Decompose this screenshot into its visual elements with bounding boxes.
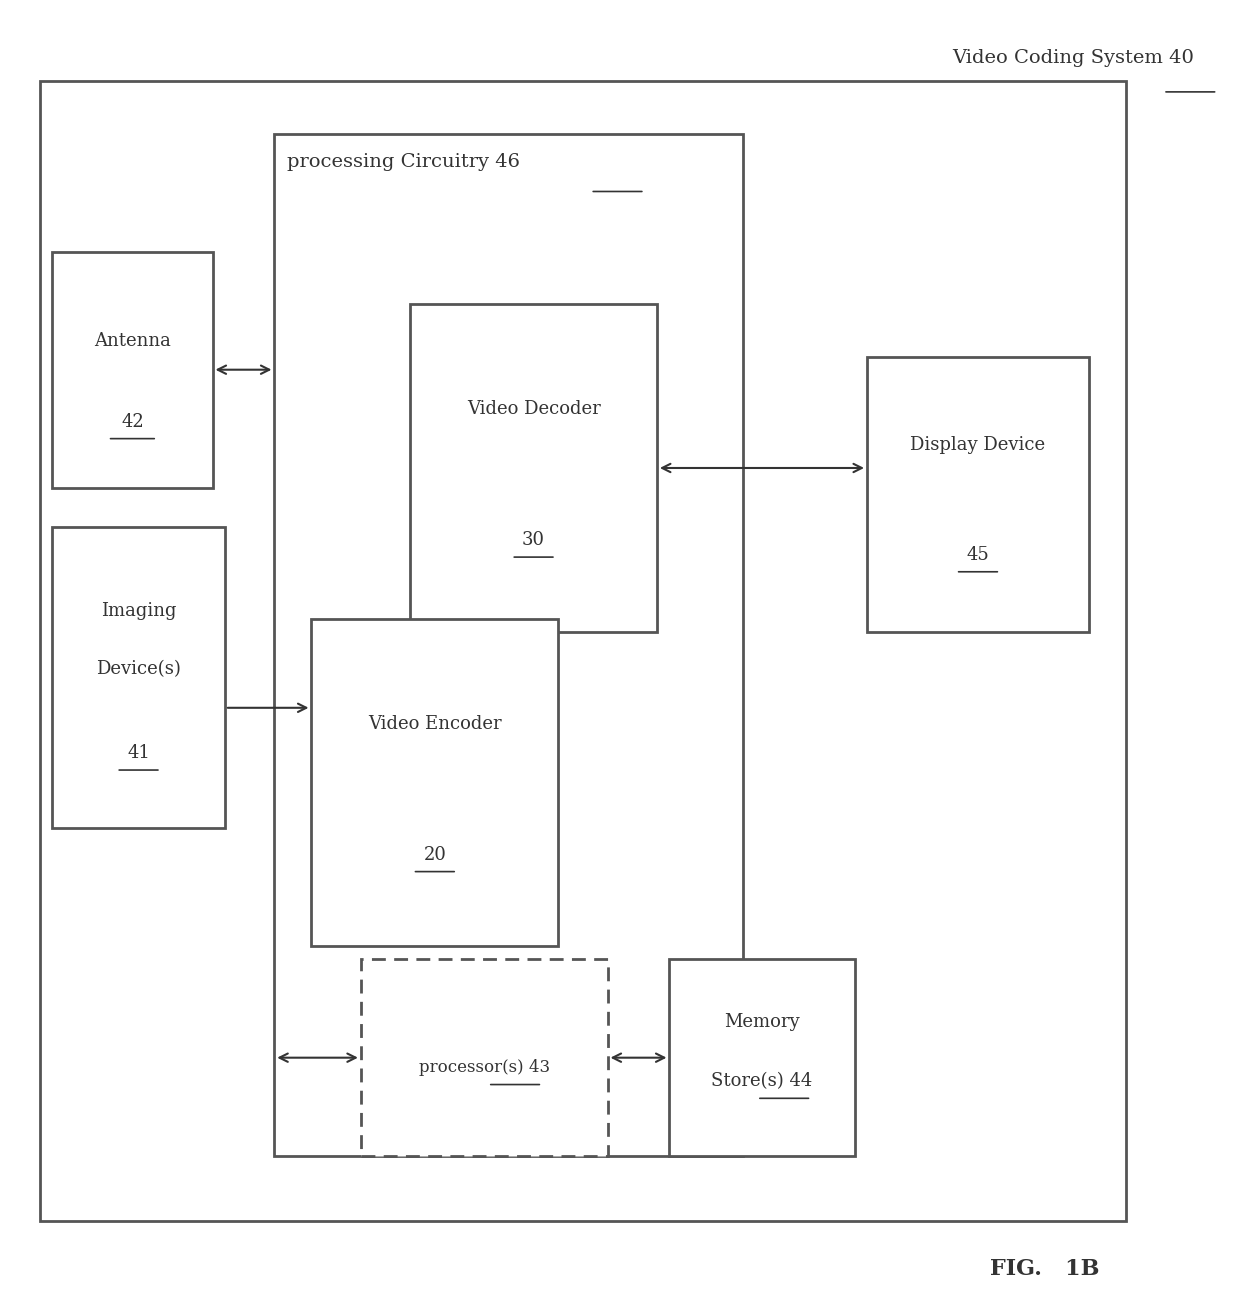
Text: processor(s) 43: processor(s) 43: [419, 1059, 549, 1076]
Text: 42: 42: [122, 413, 144, 430]
Text: 41: 41: [128, 744, 150, 762]
Text: Display Device: Display Device: [910, 436, 1045, 454]
FancyBboxPatch shape: [311, 619, 558, 946]
Text: processing Circuitry 46: processing Circuitry 46: [286, 154, 520, 171]
Text: Antenna: Antenna: [94, 333, 171, 350]
Text: Video Encoder: Video Encoder: [368, 715, 502, 733]
Text: FIG.   1B: FIG. 1B: [991, 1258, 1100, 1280]
FancyBboxPatch shape: [52, 251, 212, 488]
Text: Imaging: Imaging: [100, 603, 176, 620]
FancyBboxPatch shape: [410, 304, 657, 632]
Text: Memory: Memory: [724, 1013, 800, 1032]
Text: 45: 45: [967, 546, 990, 563]
FancyBboxPatch shape: [867, 357, 1089, 632]
Text: Store(s) 44: Store(s) 44: [712, 1073, 812, 1090]
FancyBboxPatch shape: [361, 959, 608, 1155]
Text: Device(s): Device(s): [97, 659, 181, 678]
Text: 30: 30: [522, 532, 546, 549]
Text: 20: 20: [423, 846, 446, 863]
FancyBboxPatch shape: [670, 959, 854, 1155]
Text: Video Decoder: Video Decoder: [466, 400, 600, 418]
Text: Video Coding System 40: Video Coding System 40: [952, 49, 1194, 67]
FancyBboxPatch shape: [52, 526, 224, 828]
